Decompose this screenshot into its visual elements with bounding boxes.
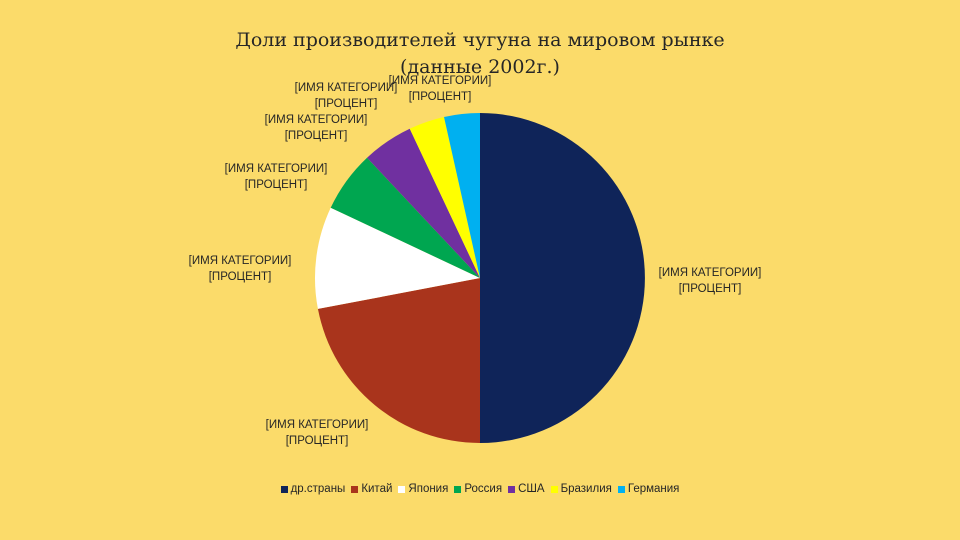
legend-swatch [398,485,406,493]
legend-label: др.страны [290,483,346,495]
pie-slices [314,113,645,443]
legend-item-7: Германия [617,483,680,495]
chart-title: Доли производителей чугуна на мировом ры… [0,27,960,81]
legend-item-1: др.страны [280,483,346,495]
legend-item-3: Япония [398,483,448,495]
legend-swatch [454,485,462,493]
legend-item-4: Россия [454,483,502,495]
legend-item-5: США [508,483,545,495]
legend-swatch [351,485,359,493]
legend-item-2: Китай [351,483,392,495]
legend-item-6: Бразилия [550,483,612,495]
data-label-5: [ИМЯ КАТЕГОРИИ] [ПРОЦЕНТ] [265,114,368,142]
chart-title-line-2: (данные 2002г.) [400,56,560,78]
data-label-4: [ИМЯ КАТЕГОРИИ] [ПРОЦЕНТ] [225,163,328,191]
legend-swatch [508,485,516,493]
pie-slice-7 [444,113,480,278]
data-label-1: [ИМЯ КАТЕГОРИИ] [ПРОЦЕНТ] [659,267,762,295]
legend-label: Китай [361,483,393,495]
legend-label: Япония [408,483,449,495]
data-label-7: [ИМЯ КАТЕГОРИИ] [ПРОЦЕНТ] [389,75,492,103]
legend-label: США [518,483,545,495]
legend-swatch [280,485,288,493]
pie-slice-1 [480,113,645,443]
legend-swatch [617,485,625,493]
pie-slice-6 [409,116,480,278]
legend-label: Россия [464,483,503,495]
data-label-2: [ИМЯ КАТЕГОРИИ] [ПРОЦЕНТ] [266,419,369,447]
legend-label: Бразилия [560,483,612,495]
pie-slice-4 [330,157,480,278]
pie-slice-2 [317,278,480,443]
pie-slice-5 [367,128,480,278]
data-label-6: [ИМЯ КАТЕГОРИИ] [ПРОЦЕНТ] [295,82,398,110]
legend-label: Германия [627,483,680,495]
data-labels: [ИМЯ КАТЕГОРИИ] [ПРОЦЕНТ][ИМЯ КАТЕГОРИИ][… [189,75,762,447]
data-label-3: [ИМЯ КАТЕГОРИИ] [ПРОЦЕНТ] [189,255,292,283]
chart-title-line-1: Доли производителей чугуна на мировом ры… [235,29,725,51]
legend-swatch [550,485,558,493]
chart-legend: др.страны Китай Япония Россия США Бразилия Гер… [0,483,960,495]
pie-slice-3 [314,207,480,309]
